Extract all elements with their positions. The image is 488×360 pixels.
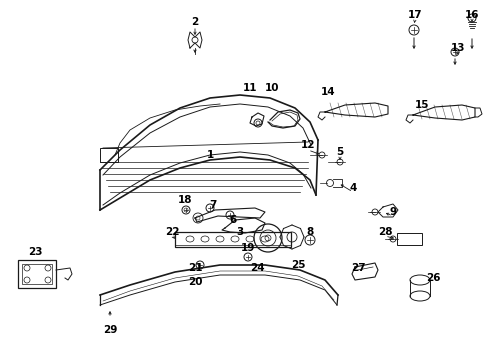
Text: 20: 20 (187, 277, 202, 287)
Text: 2: 2 (191, 17, 198, 27)
Text: 4: 4 (348, 183, 356, 193)
Text: 23: 23 (28, 247, 42, 257)
Text: 24: 24 (249, 263, 264, 273)
Text: 19: 19 (240, 243, 255, 253)
Text: 16: 16 (464, 10, 478, 20)
Text: 28: 28 (377, 227, 391, 237)
Text: 14: 14 (320, 87, 335, 97)
Text: 12: 12 (300, 140, 315, 150)
Text: 6: 6 (229, 215, 236, 225)
Text: 9: 9 (388, 207, 396, 217)
Text: 26: 26 (425, 273, 439, 283)
Text: 25: 25 (290, 260, 305, 270)
Text: 17: 17 (407, 10, 422, 20)
Text: 21: 21 (187, 263, 202, 273)
Text: 3: 3 (236, 227, 243, 237)
Text: 15: 15 (414, 100, 428, 110)
Text: 8: 8 (306, 227, 313, 237)
Text: 22: 22 (164, 227, 179, 237)
Text: 13: 13 (450, 43, 464, 53)
Text: 11: 11 (242, 83, 257, 93)
Text: 18: 18 (177, 195, 192, 205)
Text: 29: 29 (102, 325, 117, 335)
Text: 5: 5 (336, 147, 343, 157)
Text: 7: 7 (209, 200, 216, 210)
Text: 1: 1 (206, 150, 213, 160)
Text: 27: 27 (350, 263, 365, 273)
Text: 10: 10 (264, 83, 279, 93)
